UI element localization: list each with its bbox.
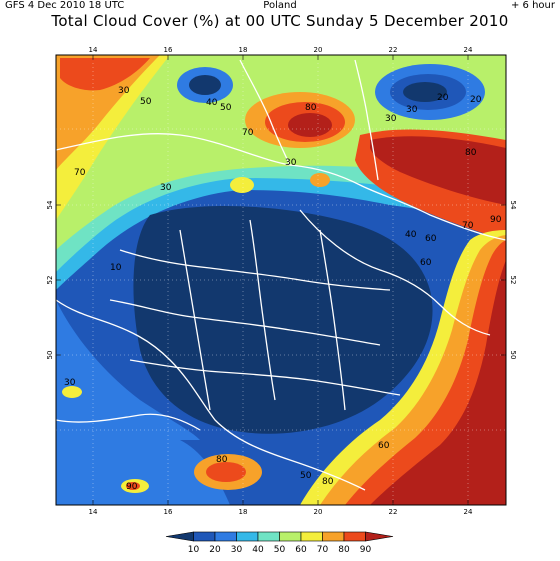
contour-label: 50 [220,103,232,113]
contour-label: 40 [206,98,218,108]
colorbar-swatch [237,532,259,541]
contour-label: 40 [405,230,417,240]
contour-label: 30 [406,105,418,115]
forecast-hour-label: + 6 hour [511,0,555,12]
contour-label: 60 [420,258,432,268]
lon-tick-bottom: 14 [89,508,98,516]
contour-label: 70 [462,221,474,231]
contour-label: 80 [216,455,228,465]
contour-label: 70 [242,128,254,138]
lon-tick-bottom: 20 [314,508,323,516]
colorbar-swatch [323,532,345,541]
contour-label: 50 [140,97,152,107]
colorbar-swatch [194,532,216,541]
colorbar-label: 60 [295,545,307,555]
colorbar-swatch [344,532,366,541]
region-label: Poland [0,0,560,12]
colorbar-swatch [166,532,194,541]
contour-label: 80 [322,477,334,487]
contour-label: 20 [470,95,482,105]
contour-label: 50 [300,471,312,481]
map-title: Total Cloud Cover (%) at 00 UTC Sunday 5… [0,12,560,30]
lon-tick-top: 20 [314,46,323,54]
colorbar-label: 90 [360,545,372,555]
contour-label: 80 [305,103,317,113]
colorbar-label: 10 [188,545,200,555]
contour-label: 10 [110,263,122,273]
colorbar-swatch [215,532,237,541]
lat-tick-left: 52 [46,276,54,285]
lat-tick-left: 54 [46,200,54,209]
colorbar-swatch [301,532,323,541]
colorbar-swatch [280,532,302,541]
lat-tick-right: 52 [509,276,517,285]
colorbar-swatch [366,532,394,541]
contour-label: 30 [118,86,130,96]
contour-label: 70 [74,168,86,178]
colorbar-label: 70 [317,545,329,555]
contour-label: 30 [160,183,172,193]
lon-tick-top: 16 [164,46,173,54]
lon-tick-top: 24 [464,46,473,54]
colorbar-label: 50 [274,545,286,555]
lon-tick-bottom: 18 [239,508,248,516]
colorbar-label: 20 [209,545,221,555]
lon-tick-bottom: 16 [164,508,173,516]
contour-label: 30 [285,158,297,168]
contour-label: 30 [64,378,76,388]
lon-tick-bottom: 22 [389,508,398,516]
colorbar-label: 80 [338,545,350,555]
contour-label: 60 [425,234,437,244]
lon-tick-bottom: 24 [464,508,473,516]
contour-label: 90 [490,215,502,225]
contour-label: 60 [378,441,390,451]
lon-tick-top: 18 [239,46,248,54]
contour-label: 20 [437,93,449,103]
contour-label: 80 [465,148,477,158]
lat-tick-right: 50 [509,351,517,360]
colorbar: 10 20 30 40 50 60 70 80 90 [166,532,393,555]
contour-label: 30 [385,114,397,124]
lat-tick-right: 54 [509,201,517,210]
lon-tick-top: 14 [89,46,98,54]
colorbar-label: 40 [252,545,264,555]
lon-tick-top: 22 [389,46,398,54]
lat-tick-left: 50 [46,351,54,360]
contour-label: 90 [126,482,138,492]
colorbar-swatch [258,532,280,541]
colorbar-label: 30 [231,545,243,555]
